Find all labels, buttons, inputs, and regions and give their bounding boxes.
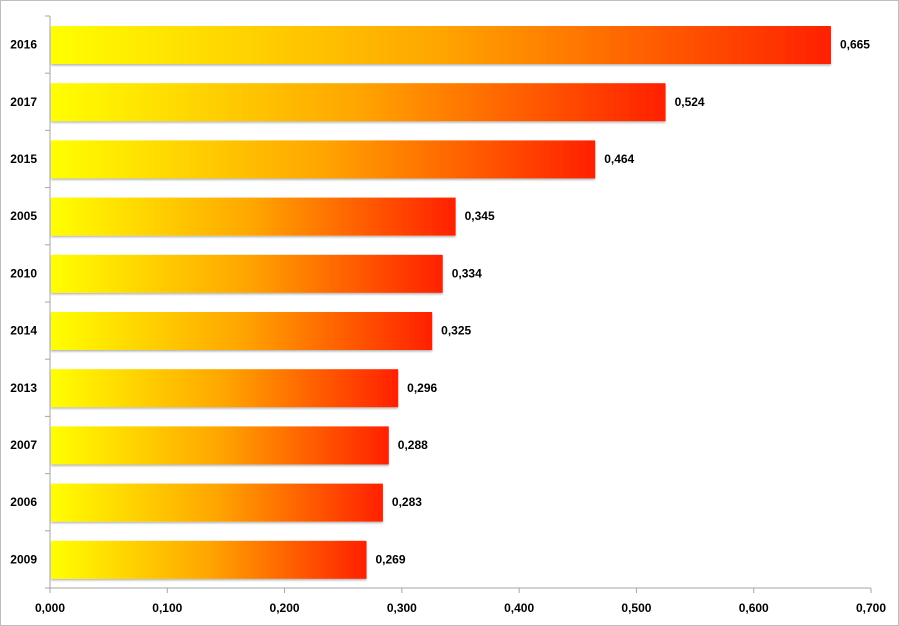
bar-2010	[51, 254, 443, 293]
category-label-2015: 2015	[10, 152, 37, 166]
bar-2005	[51, 197, 456, 236]
data-label-2010: 0,334	[452, 266, 482, 280]
x-tick-label: 0,200	[270, 601, 300, 615]
data-label-2009: 0,269	[375, 552, 405, 566]
x-tick-label: 0,600	[739, 601, 769, 615]
data-label-2007: 0,288	[398, 438, 428, 452]
bar-2016	[51, 26, 831, 64]
bar-2013	[51, 369, 399, 408]
bar-2009	[51, 540, 367, 579]
bar-2006	[51, 483, 383, 522]
category-label-2016: 2016	[10, 38, 37, 52]
data-label-2005: 0,345	[465, 209, 495, 223]
category-label-2014: 2014	[10, 324, 37, 338]
category-label-2009: 2009	[10, 552, 37, 566]
data-label-2017: 0,524	[675, 95, 705, 109]
category-label-2013: 2013	[10, 381, 37, 395]
category-label-2005: 2005	[10, 209, 37, 223]
x-tick-label: 0,100	[152, 601, 182, 615]
bar-2017	[51, 83, 666, 122]
bar-2015	[51, 140, 596, 179]
category-label-2007: 2007	[10, 438, 37, 452]
category-label-2006: 2006	[10, 495, 37, 509]
x-tick-label: 0,400	[504, 601, 534, 615]
bar-2007	[51, 426, 389, 465]
data-label-2016: 0,665	[840, 38, 870, 52]
data-label-2014: 0,325	[441, 324, 471, 338]
x-tick-label: 0,300	[387, 601, 417, 615]
category-label-2010: 2010	[10, 266, 37, 280]
data-label-2013: 0,296	[407, 381, 437, 395]
x-tick-label: 0,700	[856, 601, 886, 615]
data-label-2015: 0,464	[604, 152, 634, 166]
bar-2014	[51, 312, 433, 350]
x-tick-label: 0,500	[621, 601, 651, 615]
data-label-2006: 0,283	[392, 495, 422, 509]
x-tick-label: 0,000	[35, 601, 65, 615]
category-label-2017: 2017	[10, 95, 37, 109]
